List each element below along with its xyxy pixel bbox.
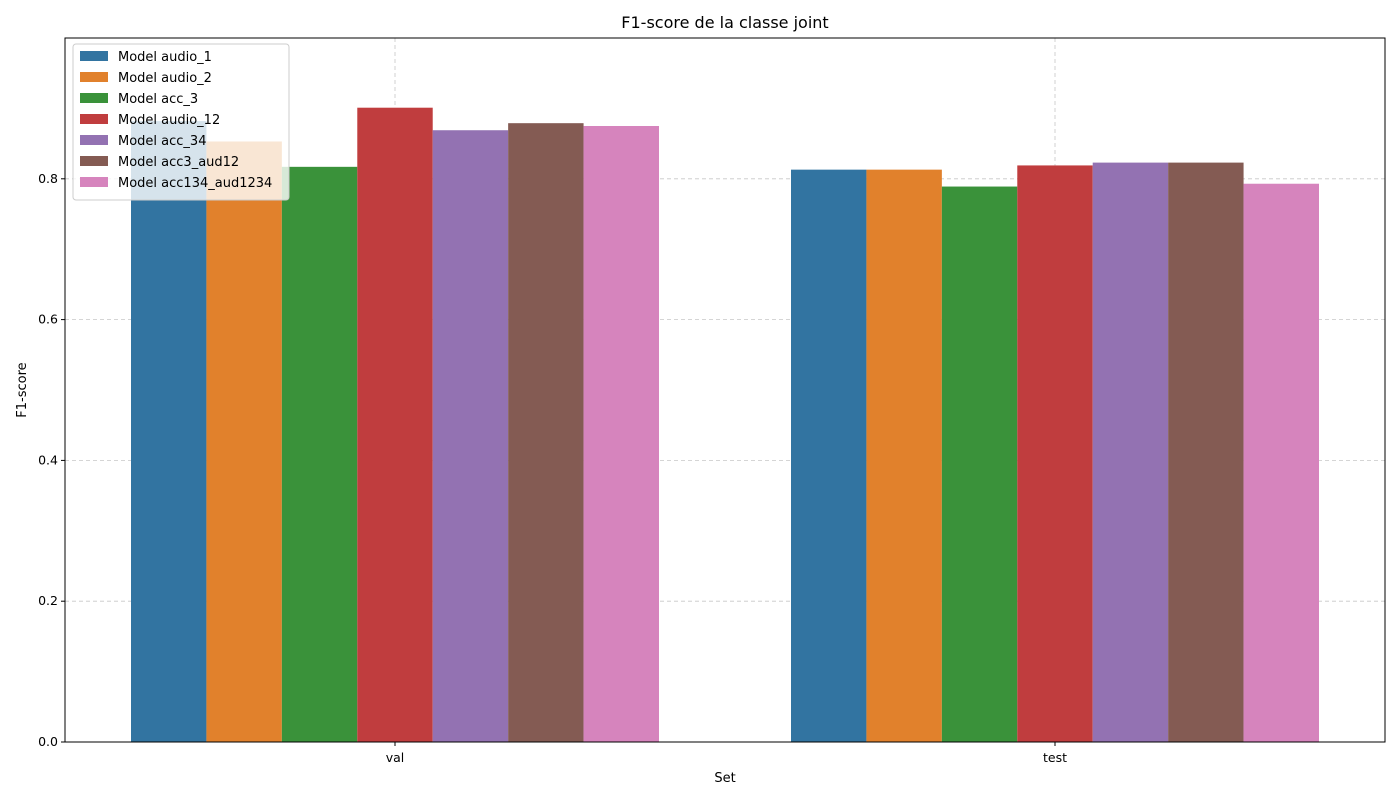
y-tick-label: 0.8 [38, 171, 58, 186]
bar [583, 126, 659, 742]
y-axis-label: F1-score [15, 362, 30, 417]
bar [281, 166, 358, 742]
bar [866, 169, 942, 742]
bar [131, 121, 207, 742]
y-tick-label: 0.0 [38, 734, 58, 749]
x-axis-label: Set [714, 771, 735, 786]
chart-title: F1-score de la classe joint [621, 13, 828, 32]
legend-swatch [80, 72, 108, 82]
bar [791, 169, 867, 742]
legend-swatch [80, 93, 108, 103]
legend: Model audio_1 Model audio_2 Model acc_3 Mod… [72, 43, 290, 201]
legend-box [72, 43, 290, 201]
legend-swatch [80, 114, 108, 124]
legend-swatch [80, 156, 108, 166]
bar [941, 186, 1018, 742]
axes-layer: 0.0 0.2 0.4 0.6 0.8 val test [38, 37, 1386, 765]
bar [1092, 162, 1169, 742]
y-tick-label: 0.4 [38, 452, 58, 467]
legend-label: Model audio_12 [118, 113, 220, 128]
bar [357, 107, 433, 743]
legend-label: Model audio_1 [118, 50, 212, 65]
legend-label: Model audio_2 [118, 71, 212, 86]
legend-label: Model acc3_aud12 [118, 155, 239, 170]
y-tick-label: 0.2 [38, 593, 58, 608]
bar [206, 141, 282, 742]
legend-swatch [80, 135, 108, 145]
bar [432, 130, 509, 742]
legend-swatch [80, 177, 108, 187]
legend-label: Model acc_34 [118, 134, 206, 149]
bar [508, 123, 584, 742]
bars-layer [131, 107, 1319, 743]
bar [1168, 162, 1244, 742]
x-tick-label: val [386, 750, 405, 765]
bar [1243, 183, 1319, 742]
plot-frame [64, 37, 1386, 743]
legend-label: Model acc134_aud1234 [118, 176, 272, 191]
x-tick-label: test [1043, 750, 1067, 765]
y-tick-label: 0.6 [38, 312, 58, 327]
legend-swatch [80, 51, 108, 61]
legend-label: Model acc_3 [118, 92, 198, 107]
bar [1017, 165, 1093, 742]
